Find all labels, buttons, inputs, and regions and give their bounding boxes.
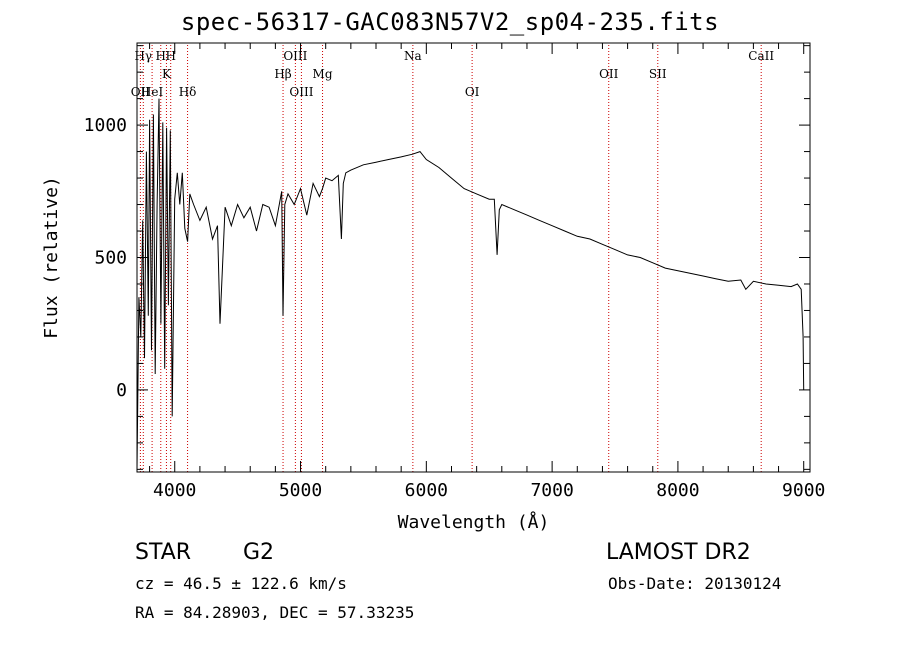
line-label: CaII — [748, 49, 774, 63]
spectrum-line — [136, 98, 805, 470]
x-tick-label: 4000 — [153, 480, 196, 501]
object-subclass: G2 — [243, 540, 275, 565]
emission-line-markers — [139, 45, 762, 472]
y-tick-label: 0 — [116, 380, 127, 401]
x-tick-label: 9000 — [782, 480, 825, 501]
plot-frame — [136, 42, 811, 473]
line-label: OII — [599, 67, 619, 81]
y-axis-label: Flux (relative) — [41, 176, 62, 339]
line-label: OII — [131, 85, 151, 99]
line-label: OIII — [283, 49, 307, 63]
x-axis-label: Wavelength (Å) — [398, 511, 550, 533]
x-axis-ticks: 4000 5000 6000 7000 8000 9000 — [149, 43, 825, 501]
x-tick-label: 6000 — [405, 480, 448, 501]
line-label: HeI — [141, 85, 164, 99]
line-label: Na — [404, 49, 422, 63]
line-label: Hβ — [274, 67, 291, 81]
line-label: Hδ — [179, 85, 197, 99]
line-label: H — [165, 49, 175, 63]
line-label: K — [162, 67, 172, 81]
coordinates: RA = 84.28903, DEC = 57.33235 — [135, 603, 415, 622]
line-label: H — [156, 49, 166, 63]
line-label: Hγ — [134, 49, 152, 63]
chart-title: spec-56317-GAC083N57V2_sp04-235.fits — [180, 8, 720, 36]
line-label: OIII — [289, 85, 313, 99]
y-tick-label: 1000 — [84, 115, 127, 136]
y-tick-label: 500 — [94, 248, 127, 269]
survey-name: LAMOST DR2 — [606, 540, 751, 565]
x-tick-label: 5000 — [279, 480, 322, 501]
line-label: OI — [465, 85, 480, 99]
line-label: Mg — [313, 67, 333, 81]
redshift-text: cz = 46.5 ± 122.6 km/s — [135, 574, 347, 593]
x-tick-label: 8000 — [656, 480, 699, 501]
obs-date: Obs-Date: 20130124 — [608, 574, 782, 593]
line-label: SII — [649, 67, 667, 81]
y-axis-ticks: 0 500 1000 — [84, 45, 810, 470]
x-tick-label: 7000 — [530, 480, 573, 501]
object-class: STAR — [135, 540, 192, 565]
